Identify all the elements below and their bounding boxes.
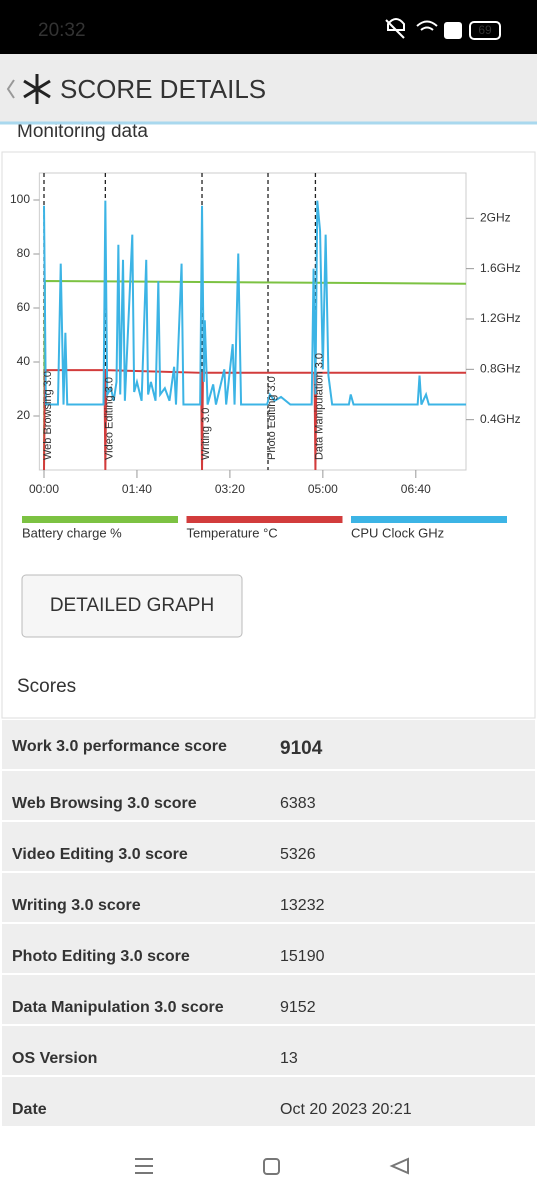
score-label: Data Manipulation 3.0 score xyxy=(12,999,224,1016)
y-tick-label: 80 xyxy=(17,246,31,260)
score-label: Work 3.0 performance score xyxy=(12,738,227,755)
score-value: 9152 xyxy=(280,999,316,1016)
section-title: Monitoring data xyxy=(17,121,148,142)
score-row xyxy=(2,720,535,769)
score-value: 9104 xyxy=(280,738,323,759)
event-label: Photo Editing 3.0 xyxy=(266,376,278,460)
y-tick-label: 20 xyxy=(17,408,31,422)
y-tick-label: 100 xyxy=(10,192,30,206)
score-label: Video Editing 3.0 score xyxy=(12,846,188,863)
detailed-graph-button[interactable] xyxy=(21,574,243,638)
chart: 20 40 60 80 100 0.4GHz 0.8GHz 1.2GHz 1.6GHz 2GHz 0… xyxy=(10,172,521,540)
score-row xyxy=(2,975,535,1024)
y2-tick-label: 0.8GHz xyxy=(480,361,521,375)
back-button[interactable] xyxy=(6,79,15,99)
y-tick-label: 60 xyxy=(17,300,31,314)
score-row xyxy=(2,771,535,820)
nav-home[interactable] xyxy=(263,1158,280,1175)
x-tick-label: 05:00 xyxy=(308,482,338,496)
score-label: OS Version xyxy=(12,1050,97,1067)
header xyxy=(0,54,537,122)
score-row xyxy=(2,924,535,973)
score-table: Work 3.0 performance score 9104 Web Browsi… xyxy=(2,720,535,1126)
x-tick-label: 06:40 xyxy=(401,482,431,496)
event-label: Web Browsing 3.0 xyxy=(42,371,54,460)
score-row xyxy=(2,822,535,871)
event-label: Writing 3.0 xyxy=(200,408,212,460)
legend-swatch xyxy=(186,516,343,523)
y2-tick-label: 2GHz xyxy=(480,210,511,224)
score-value: 5326 xyxy=(280,846,316,863)
y2-tick-label: 1.2GHz xyxy=(480,311,521,325)
score-value: 13 xyxy=(280,1050,298,1067)
score-label: Photo Editing 3.0 score xyxy=(12,948,190,965)
y2-tick-label: 1.6GHz xyxy=(480,261,521,275)
header-title: SCORE DETAILS xyxy=(60,74,266,104)
plot-frame xyxy=(38,172,467,471)
nav-menu[interactable] xyxy=(135,1158,153,1174)
legend-label: Battery charge % xyxy=(22,525,122,540)
legend-swatch xyxy=(22,516,178,523)
series-line xyxy=(43,369,466,471)
legend-label: CPU Clock GHz xyxy=(351,525,444,540)
score-value: 6383 xyxy=(280,795,316,812)
nav-bar xyxy=(135,1157,409,1175)
legend-swatch xyxy=(351,516,507,523)
status-icons xyxy=(385,18,501,40)
score-row xyxy=(2,1077,535,1126)
score-row xyxy=(2,1026,535,1075)
legend-label: Temperature °C xyxy=(187,525,278,540)
score-label: Web Browsing 3.0 score xyxy=(12,795,197,812)
score-value: 15190 xyxy=(280,948,325,965)
clock: 20:32 xyxy=(38,20,86,41)
scores-title: Scores xyxy=(17,676,76,697)
y2-tick-label: 0.4GHz xyxy=(480,412,521,426)
score-value: 13232 xyxy=(280,897,325,914)
nav-back[interactable] xyxy=(389,1157,409,1175)
score-value: Oct 20 2023 20:21 xyxy=(280,1101,412,1118)
event-label: Video Editing 3.0 xyxy=(103,377,115,460)
score-label: Date xyxy=(12,1101,47,1118)
x-tick-label: 00:00 xyxy=(29,482,59,496)
battery-level: 69 xyxy=(478,23,492,37)
event-label: Data Manipulation 3.0 xyxy=(313,353,325,460)
x-tick-label: 03:20 xyxy=(215,482,245,496)
button-label[interactable]: DETAILED GRAPH xyxy=(50,595,214,616)
x-tick-label: 01:40 xyxy=(122,482,152,496)
score-label: Writing 3.0 score xyxy=(12,897,141,914)
y-tick-label: 40 xyxy=(17,354,31,368)
app-icon xyxy=(23,74,51,104)
series-line xyxy=(43,200,466,406)
score-row xyxy=(2,873,535,922)
